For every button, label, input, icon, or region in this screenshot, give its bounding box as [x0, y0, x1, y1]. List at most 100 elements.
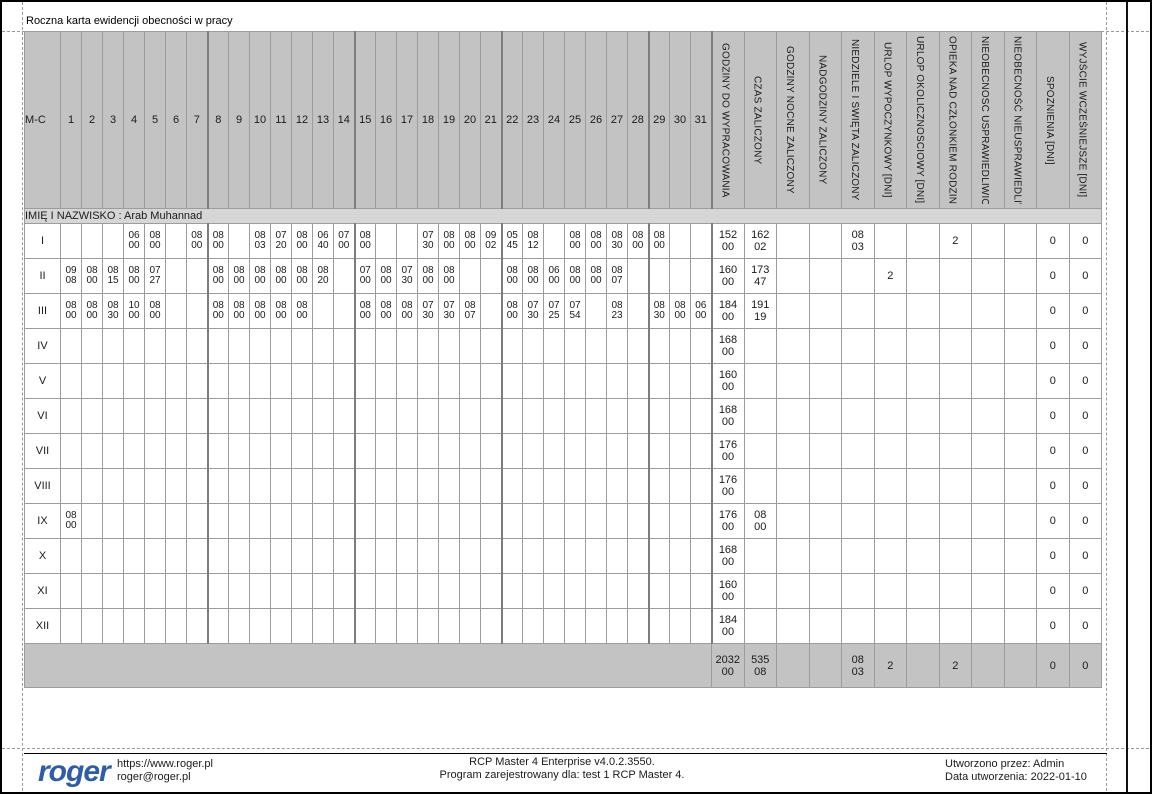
day-cell — [417, 468, 439, 504]
day-cell — [102, 573, 124, 609]
summary-cell — [776, 223, 810, 259]
month-label: I — [24, 223, 61, 259]
day-cell — [165, 468, 187, 504]
footer-app-info: RCP Master 4 Enterprise v4.0.2.3550. Pro… — [332, 756, 792, 782]
totals-summary-cell: 535 08 — [743, 643, 777, 688]
day-cell — [627, 573, 650, 609]
summary-header-label: URLOP WYPOCZYNKOWY [DNI] — [881, 42, 893, 198]
day-cell — [648, 363, 670, 399]
day-cell — [123, 398, 145, 434]
summary-cell: 0 — [1036, 538, 1070, 574]
summary-cell: 0 — [1068, 573, 1102, 609]
day-cell — [438, 538, 460, 574]
summary-cell — [873, 223, 907, 259]
month-label: VI — [24, 398, 61, 434]
day-cell: 08 00 — [459, 223, 481, 259]
summary-cell — [906, 433, 940, 469]
day-cell — [333, 363, 356, 399]
day-cell — [228, 398, 250, 434]
day-cell — [627, 433, 650, 469]
day-cell — [375, 503, 397, 539]
month-col-header: M-C — [24, 31, 61, 209]
summary-header: NADGODZINY ZALICZONY — [808, 31, 842, 209]
day-cell — [480, 538, 503, 574]
day-cell — [291, 468, 313, 504]
summary-cell — [938, 538, 972, 574]
day-cell — [669, 503, 691, 539]
summary-cell — [906, 608, 940, 644]
summary-header-label: GODZINY NOCNE ZALICZONY — [784, 46, 795, 194]
summary-cell: 176 00 — [711, 468, 745, 504]
summary-header-label: SPÓŹNIENIA [DNI] — [1044, 75, 1055, 165]
day-cell — [270, 433, 292, 469]
month-label: IX — [24, 503, 61, 539]
day-cell — [396, 503, 418, 539]
day-cell: 08 00 — [564, 223, 586, 259]
day-cell — [228, 503, 250, 539]
day-cell — [102, 538, 124, 574]
summary-cell — [971, 223, 1005, 259]
day-cell — [438, 398, 460, 434]
day-cell — [186, 573, 209, 609]
day-cell — [333, 293, 356, 329]
day-cell — [564, 468, 586, 504]
day-cell — [249, 608, 271, 644]
table-row: XII 184 00 0 0 — [24, 608, 1102, 644]
day-cell — [648, 258, 670, 294]
summary-cell: 162 02 — [743, 223, 777, 259]
day-cell — [690, 573, 713, 609]
day-cell — [459, 468, 481, 504]
summary-cell: 191 19 — [743, 293, 777, 329]
summary-cell — [776, 503, 810, 539]
day-cell — [165, 293, 187, 329]
day-header: 31 — [690, 31, 713, 209]
summary-header-label: URLOP OKOLICZNOŚCIOWY [DNI] — [914, 36, 925, 204]
day-cell — [648, 608, 670, 644]
summary-cell — [971, 258, 1005, 294]
summary-header: GODZINY NOCNE ZALICZONY — [776, 31, 810, 209]
day-cell — [81, 223, 103, 259]
totals-summary-cell: 08 03 — [841, 643, 875, 688]
summary-cell: 0 — [1068, 363, 1102, 399]
day-cell — [690, 363, 713, 399]
summary-header: URLOP WYPOCZYNKOWY [DNI] — [873, 31, 907, 209]
day-cell: 08 07 — [459, 293, 481, 329]
footer-website: https://www.roger.pl — [117, 758, 213, 770]
summary-cell — [906, 363, 940, 399]
summary-header-label: OPIEKA NAD CZŁONKIEM RODZINY — [946, 36, 958, 204]
day-cell — [627, 608, 650, 644]
summary-cell: 0 — [1036, 293, 1070, 329]
summary-cell: 0 — [1036, 398, 1070, 434]
summary-cell — [938, 573, 972, 609]
day-cell — [207, 398, 229, 434]
summary-cell — [743, 328, 777, 364]
day-cell — [459, 258, 481, 294]
summary-cell: 0 — [1036, 503, 1070, 539]
summary-cell — [906, 503, 940, 539]
day-cell — [501, 503, 523, 539]
day-cell — [669, 398, 691, 434]
summary-cell — [841, 433, 875, 469]
day-cell: 08 00 — [207, 293, 229, 329]
day-cell: 08 00 — [291, 223, 313, 259]
margin-guide-bottom — [2, 748, 1150, 749]
day-cell — [144, 538, 166, 574]
summary-cell — [906, 538, 940, 574]
summary-cell — [776, 468, 810, 504]
day-header: 5 — [144, 31, 166, 209]
day-cell — [249, 468, 271, 504]
summary-cell: 152 00 — [711, 223, 745, 259]
day-cell — [186, 468, 209, 504]
day-cell: 08 00 — [375, 293, 397, 329]
day-header: 20 — [459, 31, 481, 209]
day-cell — [375, 223, 397, 259]
table-row: XI 160 00 0 0 — [24, 573, 1102, 609]
day-header: 17 — [396, 31, 418, 209]
day-cell — [606, 468, 628, 504]
day-cell — [480, 328, 503, 364]
summary-cell — [808, 258, 842, 294]
summary-cell — [1003, 573, 1037, 609]
day-cell: 08 00 — [60, 503, 82, 539]
day-cell — [522, 573, 544, 609]
day-cell — [669, 608, 691, 644]
